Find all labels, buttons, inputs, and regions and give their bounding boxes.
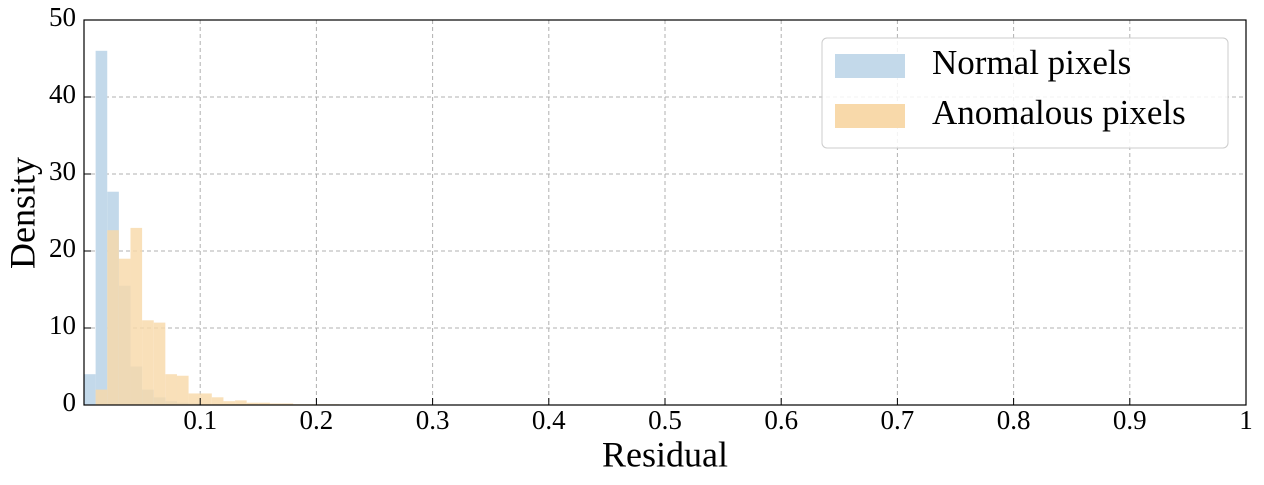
legend-label: Anomalous pixels: [932, 93, 1186, 132]
x-tick-label: 1: [1239, 405, 1253, 435]
histogram-bar: [95, 50, 108, 406]
y-tick-label: 30: [49, 156, 76, 186]
x-tick-label: 0.4: [532, 405, 566, 435]
histogram-bar: [153, 322, 166, 405]
legend-box: [821, 37, 1229, 149]
x-axis-label: Residual: [602, 434, 728, 474]
histogram-bar: [211, 397, 224, 405]
legend-swatch: [835, 104, 905, 128]
y-axis-label: Density: [2, 157, 42, 269]
histogram-bar: [200, 393, 212, 405]
histogram-bar: [176, 375, 189, 405]
histogram-bar: [130, 227, 143, 405]
histogram-bar: [235, 400, 247, 405]
y-tick-label: 50: [49, 2, 76, 32]
histogram-bar: [142, 320, 154, 405]
x-tick-label: 0.9: [1113, 405, 1147, 435]
x-tick-label: 0.5: [648, 405, 682, 435]
y-tick-label: 40: [49, 79, 76, 109]
histogram-bar: [223, 401, 236, 405]
y-tick-label: 20: [49, 233, 76, 263]
x-tick-label: 0.7: [881, 405, 915, 435]
histogram-bar: [281, 403, 294, 405]
histogram-bar: [246, 402, 259, 405]
x-tick-label: 0.2: [300, 405, 334, 435]
y-tick-label: 10: [49, 310, 76, 340]
x-tick-label: 0.1: [183, 405, 217, 435]
x-tick-label: 0.3: [416, 405, 450, 435]
histogram-bar: [165, 374, 177, 405]
x-tick-label: 0.8: [997, 405, 1031, 435]
histogram-bar: [188, 393, 201, 405]
y-tick-label: 0: [63, 387, 77, 417]
legend-swatch: [835, 54, 905, 78]
histogram-bar: [107, 230, 119, 405]
histogram-bar: [258, 402, 270, 405]
histogram-bar: [84, 374, 96, 405]
histogram-bar: [118, 258, 131, 405]
histogram-bar: [269, 403, 282, 405]
legend-label: Normal pixels: [932, 43, 1131, 82]
histogram-bar: [95, 389, 108, 405]
x-tick-label: 0.6: [764, 405, 798, 435]
